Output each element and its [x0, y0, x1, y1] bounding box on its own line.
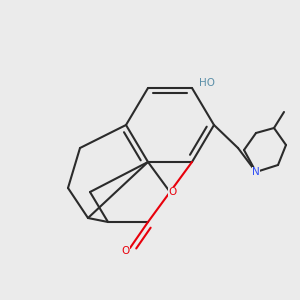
Text: HO: HO	[200, 78, 215, 88]
Text: O: O	[168, 187, 176, 197]
Text: O: O	[122, 246, 130, 256]
Text: N: N	[252, 167, 260, 177]
